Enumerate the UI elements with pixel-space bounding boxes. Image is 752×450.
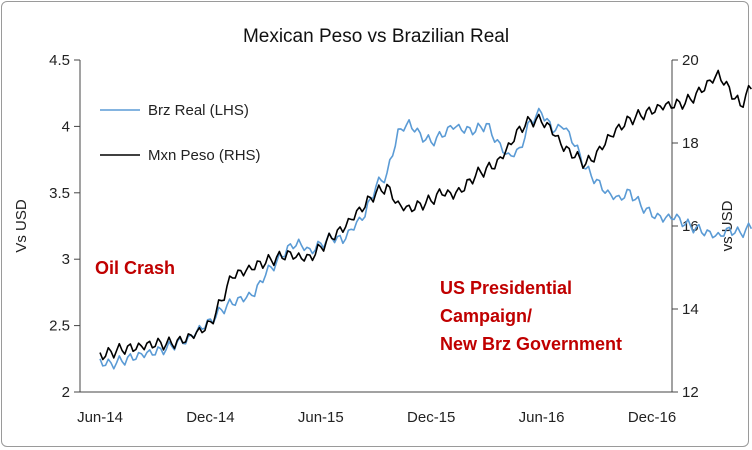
x-tick-label: Jun-16: [519, 409, 565, 426]
series-line-mxn-peso: [99, 69, 752, 361]
right-tick-label: 18: [682, 135, 699, 152]
left-axis-label: Vs USD: [13, 199, 30, 253]
left-tick-label: 4.5: [49, 52, 70, 69]
x-tick-label: Dec-16: [628, 409, 676, 426]
left-tick-labels: 2 2.5 3 3.5 4 4.5: [49, 52, 80, 401]
left-tick-label: 2.5: [49, 318, 70, 335]
right-axis-label: vs USD: [719, 200, 736, 251]
left-tick-label: 4: [62, 118, 70, 135]
left-tick-label: 3: [62, 251, 70, 268]
x-tick-label: Jun-15: [298, 409, 344, 426]
left-tick-label: 3.5: [49, 185, 70, 202]
annotation-us-presidential-line2: Campaign/: [440, 306, 532, 326]
legend: Brz Real (LHS) Mxn Peso (RHS): [100, 102, 261, 164]
right-tick-label: 20: [682, 52, 699, 69]
series-lines: [99, 69, 752, 370]
annotation-us-presidential-line3: New Brz Government: [440, 334, 622, 354]
x-tick-label: Dec-15: [407, 409, 455, 426]
x-tick-labels: Jun-14 Dec-14 Jun-15 Dec-15 Jun-16 Dec-16: [77, 409, 676, 426]
annotation-us-presidential-line1: US Presidential: [440, 278, 572, 298]
series-line-brz-real: [99, 107, 752, 370]
x-tick-label: Dec-14: [186, 409, 234, 426]
legend-label-brz: Brz Real (LHS): [148, 102, 249, 119]
annotation-oil-crash: Oil Crash: [95, 258, 175, 278]
x-tick-label: Jun-14: [77, 409, 123, 426]
right-tick-label: 12: [682, 384, 699, 401]
left-tick-label: 2: [62, 384, 70, 401]
right-tick-label: 14: [682, 301, 699, 318]
chart-title: Mexican Peso vs Brazilian Real: [243, 26, 509, 47]
legend-label-mxn: Mxn Peso (RHS): [148, 147, 261, 164]
